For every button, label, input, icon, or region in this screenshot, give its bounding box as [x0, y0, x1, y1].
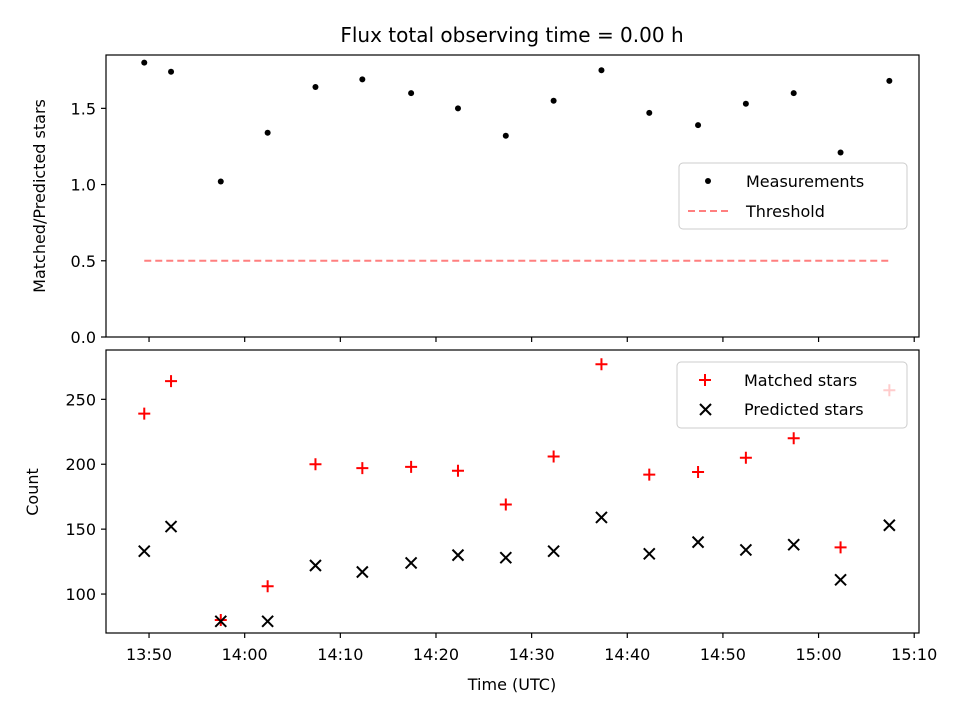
bottom-y-tick-label: 200 [65, 455, 96, 474]
legend-marker-measurements [705, 178, 711, 184]
matched-star-point [787, 432, 800, 445]
matched-star-point [138, 407, 151, 420]
top-legend-box [678, 162, 908, 230]
measurement-point [454, 105, 461, 112]
matched-star-point [309, 458, 322, 471]
bottom-y-tick-label: 100 [65, 585, 96, 604]
predicted-star-point [138, 545, 151, 558]
top-y-tick-label: 1.5 [71, 99, 96, 118]
measurement-point [790, 90, 797, 97]
legend-label-matched: Matched stars [744, 371, 857, 390]
bottom-x-tick-label: 14:50 [700, 645, 746, 664]
top-chart-title: Flux total observing time = 0.00 h [340, 23, 683, 47]
predicted-star-point [787, 538, 800, 551]
legend-marker-matched [699, 374, 711, 386]
matched-star-point [595, 358, 608, 371]
predicted-star-point [643, 547, 656, 561]
predicted-star-point [883, 519, 896, 532]
bottom-plot-frame [105, 349, 920, 634]
bottom-x-tick-label: 15:00 [796, 645, 842, 664]
matched-star-point [356, 462, 369, 475]
measurement-point [550, 97, 557, 104]
predicted-star-point [499, 551, 513, 564]
measurement-point [168, 68, 175, 75]
predicted-star-point [451, 548, 465, 562]
top-legend: Measurements Threshold [678, 162, 908, 230]
measurement-point [141, 59, 148, 66]
matched-star-point [834, 541, 847, 554]
matched-star-point [405, 460, 418, 473]
legend-label-threshold: Threshold [745, 202, 825, 221]
bottom-y-tick-label: 150 [65, 520, 96, 539]
bottom-x-tick-label: 14:10 [317, 645, 363, 664]
predicted-star-point [834, 573, 847, 586]
measurement-point [359, 76, 366, 83]
top-y-tick-label: 1.0 [71, 176, 96, 195]
predicted-star-point [309, 559, 322, 572]
bottom-x-tick-label: 13:50 [126, 645, 172, 664]
measurement-point [408, 90, 415, 97]
predicted-star-point [739, 543, 753, 557]
predicted-star-point [404, 556, 418, 570]
bottom-x-tick-label: 14:40 [604, 645, 650, 664]
measurement-point [312, 84, 319, 91]
bottom-y-tick-label: 250 [65, 390, 96, 409]
top-y-tick-label: 0.0 [71, 328, 96, 347]
legend-label-predicted: Predicted stars [744, 400, 864, 419]
measurement-point [646, 109, 653, 116]
matched-star-point [547, 450, 560, 463]
bottom-axis-ticks: 13:50 14:00 14:10 14:20 14:30 14:40 14:50 15:00… [65, 390, 937, 664]
predicted-star-point [164, 520, 178, 533]
matched-star-point [692, 466, 705, 479]
bottom-legend-box [676, 361, 908, 429]
bottom-y-axis-label: Count [23, 468, 42, 516]
matched-star-point [165, 375, 178, 388]
measurement-point [886, 77, 893, 84]
measurement-point [217, 178, 224, 185]
measurement-point [695, 122, 702, 129]
top-plot-marks [141, 59, 893, 262]
predicted-star-point [356, 565, 369, 579]
predicted-star-point [691, 535, 705, 549]
measurement-point [502, 132, 509, 139]
bottom-legend: Matched stars Predicted stars [676, 361, 908, 429]
top-y-axis-label: Matched/Predicted stars [30, 99, 49, 293]
measurement-point [264, 129, 271, 136]
top-plot-frame [105, 54, 920, 338]
measurement-point [837, 149, 844, 156]
predicted-star-point [547, 545, 560, 558]
matched-star-point [261, 580, 274, 593]
measurement-point [742, 100, 749, 107]
measurement-point [598, 67, 605, 74]
matched-star-point [643, 468, 656, 481]
top-axis-ticks: 0.0 0.5 1.0 1.5 [71, 99, 915, 347]
matched-star-point [739, 451, 752, 464]
legend-marker-predicted [699, 403, 712, 416]
bottom-x-tick-label: 14:00 [222, 645, 268, 664]
bottom-x-tick-label: 14:20 [413, 645, 459, 664]
bottom-plot-marks [138, 358, 896, 628]
predicted-star-point [261, 615, 274, 628]
bottom-x-axis-label: Time (UTC) [467, 675, 556, 694]
predicted-star-point [214, 615, 227, 628]
bottom-x-tick-label: 15:10 [891, 645, 937, 664]
matched-star-point [499, 498, 512, 511]
matched-star-point [451, 464, 464, 477]
top-y-tick-label: 0.5 [71, 252, 96, 271]
legend-label-measurements: Measurements [746, 172, 864, 191]
bottom-x-tick-label: 14:30 [509, 645, 555, 664]
predicted-star-point [595, 511, 608, 524]
